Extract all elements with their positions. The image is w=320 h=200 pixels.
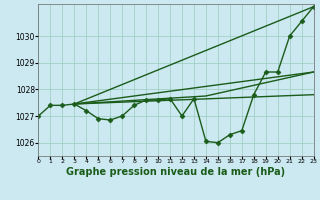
X-axis label: Graphe pression niveau de la mer (hPa): Graphe pression niveau de la mer (hPa) bbox=[67, 167, 285, 177]
